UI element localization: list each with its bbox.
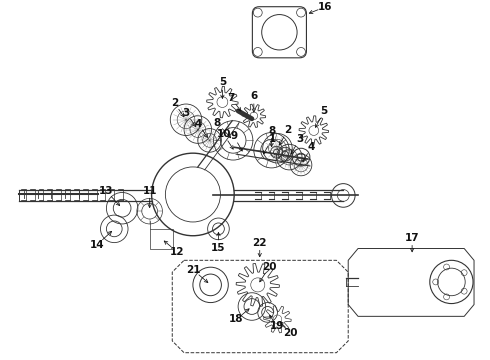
Text: 2: 2 [284,125,292,135]
Text: 2: 2 [171,98,178,108]
Text: 5: 5 [219,77,226,87]
Text: 20: 20 [284,328,298,338]
Text: 4: 4 [194,118,202,129]
Text: 15: 15 [211,243,226,252]
Text: 20: 20 [262,262,276,272]
Text: 16: 16 [318,2,333,12]
Text: 18: 18 [229,315,244,324]
Text: 5: 5 [320,107,328,117]
Text: 3: 3 [183,108,190,118]
Text: 8: 8 [214,118,220,128]
Text: 13: 13 [99,186,113,196]
Text: 21: 21 [186,265,200,275]
Text: 8: 8 [268,126,275,136]
Text: 3: 3 [296,134,303,144]
Text: 14: 14 [90,240,104,250]
Text: 7: 7 [227,93,235,103]
Text: 17: 17 [405,233,419,243]
Bar [149,229,173,248]
Text: 12: 12 [170,247,184,257]
Text: 11: 11 [143,185,157,195]
Text: 22: 22 [252,238,267,248]
Text: 10: 10 [217,129,231,139]
Text: 9: 9 [230,131,237,141]
Text: 6: 6 [250,91,257,101]
Text: 1: 1 [269,134,276,144]
Text: 4: 4 [308,142,315,152]
Text: 19: 19 [270,321,285,331]
